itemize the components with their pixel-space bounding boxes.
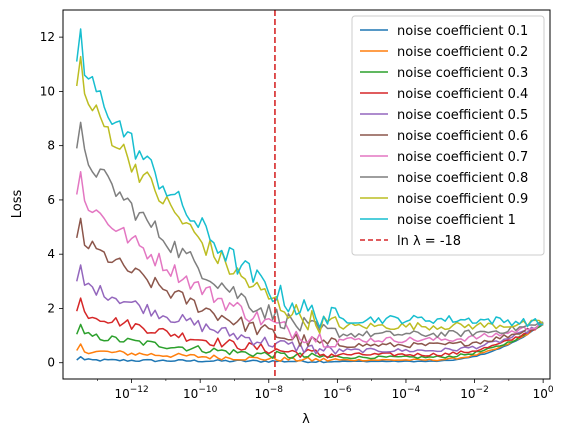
x-tick-label: 10−2 bbox=[460, 385, 489, 401]
series-line-9 bbox=[75, 55, 544, 334]
legend-label: noise coefficient 0.8 bbox=[397, 171, 528, 186]
series-line-7 bbox=[75, 170, 544, 348]
y-axis-label: Loss bbox=[10, 190, 25, 219]
y-tick-label: 2 bbox=[47, 301, 55, 315]
legend-label: noise coefficient 0.3 bbox=[397, 66, 528, 81]
x-axis-label: λ bbox=[302, 412, 310, 427]
legend-label: noise coefficient 1 bbox=[397, 213, 516, 228]
plot-frame bbox=[62, 9, 551, 380]
legend: noise coefficient 0.1 noise coefficient 0… bbox=[351, 15, 545, 256]
x-tick-label: 10−6 bbox=[323, 385, 352, 401]
x-tick-label: 10−10 bbox=[183, 385, 218, 401]
y-tick-label: 0 bbox=[47, 356, 55, 370]
y-tick-label: 10 bbox=[40, 84, 55, 98]
y-tick-label: 12 bbox=[40, 30, 55, 44]
y-tick-label: 4 bbox=[47, 247, 55, 261]
x-tick-label: 100 bbox=[533, 385, 554, 401]
legend-label: noise coefficient 0.1 bbox=[397, 24, 528, 39]
series-line-6 bbox=[75, 217, 544, 349]
y-tick-label: 8 bbox=[47, 139, 55, 153]
x-axis-ticks: 10−12 10−10 10−8 10−6 10−4 10−2 100 bbox=[96, 379, 554, 401]
legend-label: noise coefficient 0.6 bbox=[397, 129, 528, 144]
series-line-5 bbox=[75, 264, 544, 355]
x-tick-label: 10−8 bbox=[254, 385, 283, 401]
y-axis-ticks: 0 2 4 6 8 10 12 bbox=[40, 30, 63, 370]
series-line-10 bbox=[75, 28, 544, 329]
legend-label: noise coefficient 0.9 bbox=[397, 192, 528, 207]
legend-label: noise coefficient 0.2 bbox=[397, 45, 528, 60]
series-line-2 bbox=[76, 322, 544, 362]
legend-label: ln λ = -18 bbox=[397, 234, 461, 249]
legend-box bbox=[351, 15, 545, 256]
series-line-4 bbox=[76, 297, 544, 359]
legend-label: noise coefficient 0.7 bbox=[397, 150, 528, 165]
legend-label: noise coefficient 0.4 bbox=[397, 87, 528, 102]
legend-label: noise coefficient 0.5 bbox=[397, 108, 528, 123]
x-tick-label: 10−12 bbox=[114, 385, 148, 401]
plot-lines bbox=[75, 28, 544, 364]
x-tick-label: 10−4 bbox=[392, 385, 421, 401]
series-line-3 bbox=[76, 323, 544, 360]
y-tick-label: 6 bbox=[47, 193, 55, 207]
